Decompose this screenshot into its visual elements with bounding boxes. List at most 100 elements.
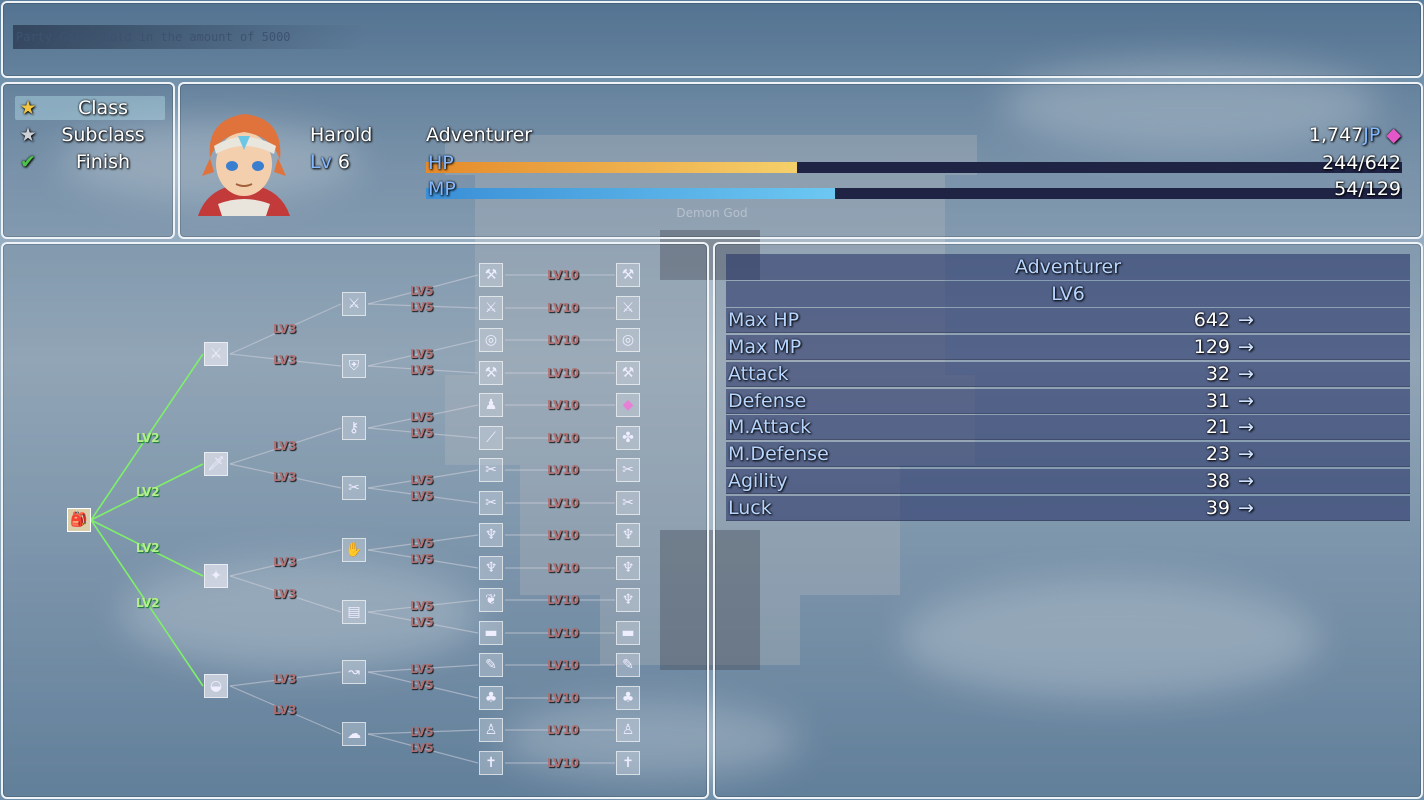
req-label: LV2 — [136, 485, 160, 499]
tree-node-tier5-13[interactable]: ✎ — [616, 653, 640, 677]
tree-node-tier4-6[interactable]: ⟋ — [479, 426, 503, 450]
tree-node-tier4-16[interactable]: ✝ — [479, 751, 503, 775]
stat-row-agility: Agility 38 → — [726, 469, 1410, 494]
tree-node-tier5-1[interactable]: ⚒ — [616, 263, 640, 287]
arrow-right-icon: → — [1238, 497, 1254, 519]
req-label: LV10 — [547, 333, 579, 347]
req-label: LV5 — [410, 300, 434, 314]
tree-node-tier5-12[interactable]: ▬ — [616, 621, 640, 645]
hp-value: 244/642 — [1322, 152, 1401, 174]
command-finish[interactable]: ✔ Finish — [15, 150, 165, 174]
req-label: LV10 — [547, 626, 579, 640]
tree-node-tier4-4[interactable]: ⚒ — [479, 361, 503, 385]
req-label: LV3 — [273, 470, 297, 484]
req-label: LV5 — [410, 741, 434, 755]
tree-node-tier4-8[interactable]: ✂ — [479, 491, 503, 515]
req-label: LV5 — [410, 363, 434, 377]
req-label: LV5 — [410, 552, 434, 566]
req-label: LV10 — [547, 561, 579, 575]
command-window: ★ Class ★ Subclass ✔ Finish — [1, 82, 175, 239]
tree-node-tier5-3[interactable]: ◎ — [616, 328, 640, 352]
req-label: LV10 — [547, 756, 579, 770]
tree-node-tier5-10[interactable]: ♆ — [616, 556, 640, 580]
stat-row-max-hp: Max HP 642 → — [726, 308, 1410, 333]
arrow-right-icon: → — [1238, 470, 1254, 492]
req-label: LV3 — [273, 439, 297, 453]
tree-node-tier5-9[interactable]: ♆ — [616, 523, 640, 547]
tree-node-tier3-2[interactable]: ⛨ — [342, 354, 366, 378]
actor-name: Harold — [310, 124, 373, 146]
tree-node-tier5-6[interactable]: ✤ — [616, 426, 640, 450]
hp-gauge — [426, 162, 1402, 173]
tree-node-tier4-3[interactable]: ◎ — [479, 328, 503, 352]
req-label: LV10 — [547, 593, 579, 607]
tree-node-tier5-4[interactable]: ⚒ — [616, 361, 640, 385]
req-label: LV10 — [547, 366, 579, 380]
mp-label: MP — [428, 178, 456, 200]
tree-node-tier4-14[interactable]: ♣ — [479, 686, 503, 710]
req-label: LV2 — [136, 596, 160, 610]
arrow-right-icon: → — [1238, 443, 1254, 465]
tree-node-tier4-1[interactable]: ⚒ — [479, 263, 503, 287]
tree-node-tier4-5[interactable]: ♟ — [479, 393, 503, 417]
mp-gauge-fill — [426, 188, 835, 199]
req-label: LV5 — [410, 662, 434, 676]
tree-node-tier3-7[interactable]: ↝ — [342, 660, 366, 684]
req-label: LV10 — [547, 658, 579, 672]
tree-node-tier4-2[interactable]: ⚔ — [479, 296, 503, 320]
tree-node-tier3-8[interactable]: ☁ — [342, 722, 366, 746]
req-label: LV10 — [547, 723, 579, 737]
tree-node-adventurer[interactable]: 🎒 — [67, 508, 91, 532]
req-label: LV10 — [547, 463, 579, 477]
tree-node-tier5-7[interactable]: ✂ — [616, 458, 640, 482]
status-window: Harold Lv 6 Adventurer 1,747JP ◆ HP 244/… — [178, 82, 1423, 239]
req-label: LV5 — [410, 347, 434, 361]
tree-node-tier4-9[interactable]: ♆ — [479, 523, 503, 547]
mp-value: 54/129 — [1334, 178, 1401, 200]
details-class-name: Adventurer — [726, 254, 1410, 280]
tree-node-tier4-7[interactable]: ✂ — [479, 458, 503, 482]
tree-node-tier5-14[interactable]: ♣ — [616, 686, 640, 710]
tree-node-tier4-15[interactable]: ♙ — [479, 718, 503, 742]
tree-node-tier5-2[interactable]: ⚔ — [616, 296, 640, 320]
tree-node-tier3-3[interactable]: ⚷ — [342, 416, 366, 440]
tree-node-tier4-12[interactable]: ▬ — [479, 621, 503, 645]
actor-jp: 1,747JP ◆ — [1309, 123, 1401, 147]
star-gold-icon: ★ — [19, 97, 37, 119]
tree-node-mage[interactable]: ✦ — [204, 564, 228, 588]
tree-node-tier5-5[interactable]: ◆ — [616, 393, 640, 417]
arrow-right-icon: → — [1238, 363, 1254, 385]
tree-node-tier4-11[interactable]: ❦ — [479, 588, 503, 612]
tree-node-tier3-4[interactable]: ✂ — [342, 476, 366, 500]
details-class-level: LV6 — [726, 281, 1410, 307]
req-label: LV5 — [410, 678, 434, 692]
actor-portrait — [198, 114, 290, 216]
arrow-right-icon: → — [1238, 390, 1254, 412]
tree-node-tier3-1[interactable]: ⚔ — [342, 292, 366, 316]
req-label: LV5 — [410, 536, 434, 550]
tree-node-tier3-5[interactable]: ✋ — [342, 538, 366, 562]
tree-node-hunter[interactable]: ◒ — [204, 674, 228, 698]
tree-node-tier5-11[interactable]: ♆ — [616, 588, 640, 612]
tree-node-tier4-10[interactable]: ♆ — [479, 556, 503, 580]
req-label: LV3 — [273, 555, 297, 569]
tree-node-tier4-13[interactable]: ✎ — [479, 653, 503, 677]
req-label: LV3 — [273, 672, 297, 686]
req-label: LV2 — [136, 431, 160, 445]
tree-node-tier5-15[interactable]: ♙ — [616, 718, 640, 742]
jp-unit: JP — [1363, 124, 1381, 146]
tree-node-tier3-6[interactable]: ▤ — [342, 600, 366, 624]
command-class[interactable]: ★ Class — [15, 96, 165, 120]
tree-node-warrior[interactable]: ⚔ — [204, 342, 228, 366]
tree-node-tier5-8[interactable]: ✂ — [616, 491, 640, 515]
req-label: LV5 — [410, 615, 434, 629]
stat-row-defense: Defense 31 → — [726, 389, 1410, 414]
req-label: LV5 — [410, 284, 434, 298]
hp-label: HP — [428, 152, 454, 174]
star-silver-icon: ★ — [19, 124, 37, 146]
command-subclass[interactable]: ★ Subclass — [15, 123, 165, 147]
req-label: LV5 — [410, 473, 434, 487]
tree-node-thief[interactable]: 🗡 — [204, 452, 228, 476]
req-label: LV3 — [273, 587, 297, 601]
tree-node-tier5-16[interactable]: ✝ — [616, 751, 640, 775]
